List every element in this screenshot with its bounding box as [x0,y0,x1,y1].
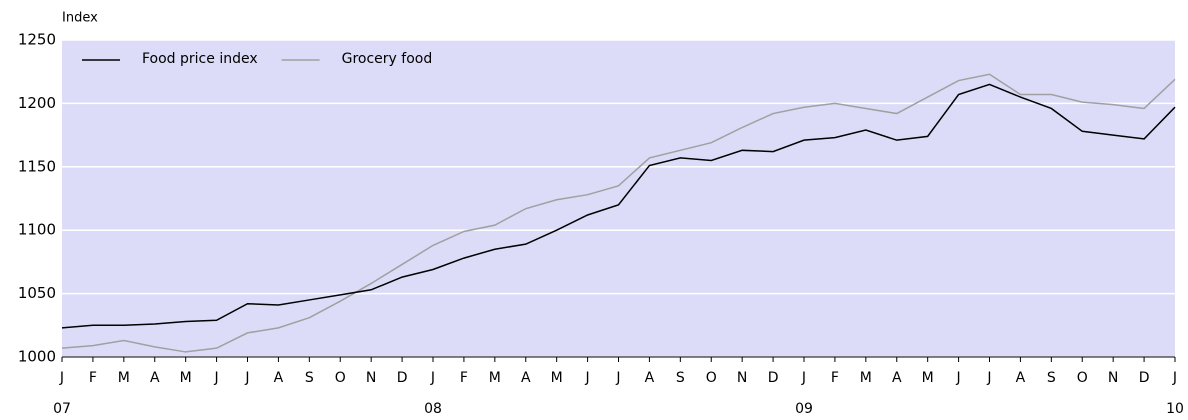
x-tick-label: M [922,370,934,386]
x-tick-label: J [585,370,590,386]
y-tick-label: 1000 [18,348,56,366]
y-tick-label: 1150 [18,157,56,175]
x-tick-label: O [1077,370,1088,386]
x-tick-label: M [180,370,192,386]
y-tick-label: 1200 [18,94,56,112]
x-tick-label: D [768,370,779,386]
x-year-label: 07 [53,401,71,417]
x-tick-label: A [274,370,284,386]
x-tick-label: D [1139,370,1150,386]
x-tick-label: A [1016,370,1026,386]
legend-label: Grocery food [342,51,433,67]
x-tick-label: A [521,370,531,386]
x-tick-label: J [244,370,249,386]
plot-area [62,40,1175,357]
x-tick-label: S [676,370,685,386]
x-tick-label: F [89,370,97,386]
x-year-label: 10 [1166,401,1184,417]
x-tick-label: J [214,370,219,386]
x-tick-label: J [615,370,620,386]
series-line [61,83,1176,329]
x-tick-label: O [335,370,346,386]
x-tick-label: J [986,370,991,386]
x-tick-label: M [860,370,872,386]
x-tick-label: J [956,370,961,386]
x-year-label: 08 [424,401,442,417]
x-tick-label: A [892,370,902,386]
y-tick-label: 1250 [18,31,56,49]
x-tick-label: S [305,370,314,386]
x-tick-label: J [59,370,64,386]
x-year-label: 09 [795,401,813,417]
x-tick-label: J [430,370,435,386]
x-tick-label: N [737,370,747,386]
x-tick-label: A [150,370,160,386]
x-tick-label: F [831,370,839,386]
x-tick-label: F [460,370,468,386]
y-tick-label: 1050 [18,284,56,302]
x-tick-label: J [1172,370,1177,386]
x-tick-label: D [397,370,408,386]
x-tick-label: J [801,370,806,386]
x-tick-label: N [1108,370,1118,386]
x-tick-label: S [1047,370,1056,386]
y-axis-label: Index [62,11,98,26]
x-tick-label: A [645,370,655,386]
y-tick-label: 1100 [18,221,56,239]
x-tick-label: M [551,370,563,386]
x-tick-label: O [706,370,717,386]
x-tick-label: M [489,370,501,386]
x-tick-label: N [366,370,376,386]
series-line [61,73,1176,353]
x-tick-label: M [118,370,130,386]
legend-label: Food price index [142,51,258,67]
